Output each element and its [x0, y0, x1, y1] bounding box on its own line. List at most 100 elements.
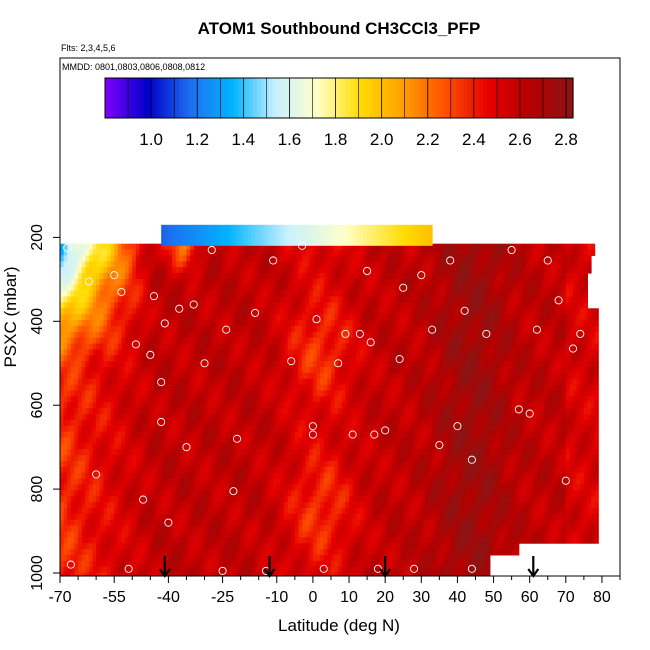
- heatmap-cell: [421, 278, 426, 286]
- heatmap-cell: [258, 372, 263, 380]
- heatmap-cell: [323, 314, 328, 321]
- heatmap-cell: [179, 425, 184, 433]
- heatmap-cell: [435, 355, 440, 362]
- heatmap-cell: [251, 284, 256, 292]
- heatmap-cell: [511, 378, 516, 386]
- heatmap-cell: [157, 408, 162, 415]
- colorbar-swatch: [331, 78, 336, 118]
- heatmap-cell: [287, 414, 292, 421]
- heatmap-cell: [439, 308, 444, 315]
- heatmap-cell: [96, 290, 101, 298]
- heatmap-cell: [442, 372, 448, 380]
- heatmap-cell: [511, 419, 516, 427]
- heatmap-cell: [168, 278, 173, 286]
- heatmap-cell: [157, 331, 162, 339]
- heatmap-cell: [215, 249, 220, 256]
- heatmap-cell: [424, 408, 430, 415]
- heatmap-cell: [450, 290, 455, 298]
- heatmap-cell: [417, 302, 422, 309]
- heatmap-cell: [580, 284, 585, 292]
- heatmap-cell: [381, 320, 386, 327]
- heatmap-cell: [200, 320, 206, 327]
- heatmap-cell: [269, 243, 274, 251]
- heatmap-cell: [554, 425, 560, 433]
- heatmap-cell: [345, 390, 350, 397]
- heatmap-cell: [410, 367, 415, 374]
- heatmap-cell: [190, 302, 195, 309]
- heatmap-cell: [247, 378, 252, 386]
- heatmap-cell: [287, 396, 292, 403]
- heatmap-cell: [168, 296, 173, 303]
- heatmap-cell: [88, 355, 94, 362]
- colorbar-swatch: [307, 78, 313, 118]
- heatmap-cell: [468, 325, 473, 333]
- heatmap-cell: [392, 343, 397, 350]
- heatmap-cell: [442, 402, 448, 409]
- heatmap-cell: [558, 390, 563, 397]
- heatmap-cell: [193, 431, 198, 439]
- heatmap-cell: [320, 402, 325, 409]
- heatmap-cell: [464, 378, 469, 386]
- heatmap-cell: [359, 419, 364, 427]
- heatmap-cell: [526, 314, 531, 321]
- heatmap-cell: [125, 325, 130, 333]
- heatmap-cell: [410, 267, 415, 274]
- heatmap-cell: [240, 273, 245, 280]
- heatmap-cell: [172, 390, 177, 397]
- heatmap-cell: [388, 402, 393, 409]
- heatmap-cell: [153, 378, 159, 386]
- heatmap-cell: [193, 361, 198, 368]
- heatmap-cell: [450, 320, 455, 327]
- heatmap-cell: [92, 302, 97, 309]
- heatmap-cell: [432, 261, 437, 268]
- heatmap-cell: [233, 278, 238, 286]
- heatmap-cell: [479, 308, 484, 315]
- heatmap-cell: [558, 320, 563, 327]
- colorbar-swatch: [565, 78, 570, 118]
- heatmap-cell: [482, 343, 487, 350]
- heatmap-cell: [392, 384, 397, 392]
- heatmap-cell: [226, 419, 231, 427]
- heatmap-cell: [508, 331, 513, 339]
- heatmap-cell: [233, 355, 238, 362]
- heatmap-cell: [529, 325, 534, 333]
- heatmap-cell: [302, 267, 307, 274]
- colorbar-swatch: [440, 78, 445, 118]
- heatmap-cell: [356, 290, 361, 298]
- heatmap-cell: [471, 278, 476, 286]
- heatmap-cell: [453, 414, 458, 421]
- heatmap-cell: [67, 390, 72, 397]
- heatmap-cell: [110, 402, 115, 409]
- heatmap-cell: [186, 408, 191, 415]
- heatmap-cell: [78, 302, 83, 309]
- heatmap-cell: [367, 314, 372, 321]
- heatmap-cell: [114, 243, 119, 251]
- heatmap-cell: [544, 314, 549, 321]
- heatmap-cell: [544, 414, 549, 421]
- heatmap-cell: [587, 331, 592, 339]
- heatmap-cell: [60, 384, 65, 392]
- heatmap-cell: [276, 408, 281, 415]
- heatmap-cell: [442, 349, 448, 356]
- heatmap-cell: [103, 290, 108, 298]
- heatmap-cell: [457, 278, 462, 286]
- heatmap-cell: [204, 402, 209, 409]
- colorbar-swatch: [132, 78, 137, 118]
- heatmap-cell: [305, 349, 310, 356]
- heatmap-cell: [529, 243, 534, 251]
- heatmap-cell: [128, 314, 133, 321]
- heatmap-cell: [121, 361, 126, 368]
- heatmap-cell: [547, 367, 552, 374]
- heatmap-cell: [345, 302, 350, 309]
- heatmap-cell: [284, 349, 289, 356]
- heatmap-cell: [486, 408, 491, 415]
- heatmap-cell: [468, 343, 473, 350]
- colorbar-swatch: [366, 78, 371, 118]
- heatmap-cell: [233, 402, 238, 409]
- heatmap-cell: [244, 425, 249, 433]
- colorbar-swatch: [315, 78, 321, 118]
- heatmap-cell: [320, 325, 325, 333]
- heatmap-cell: [536, 390, 542, 397]
- heatmap-cell: [262, 349, 267, 356]
- heatmap-cell: [139, 408, 144, 415]
